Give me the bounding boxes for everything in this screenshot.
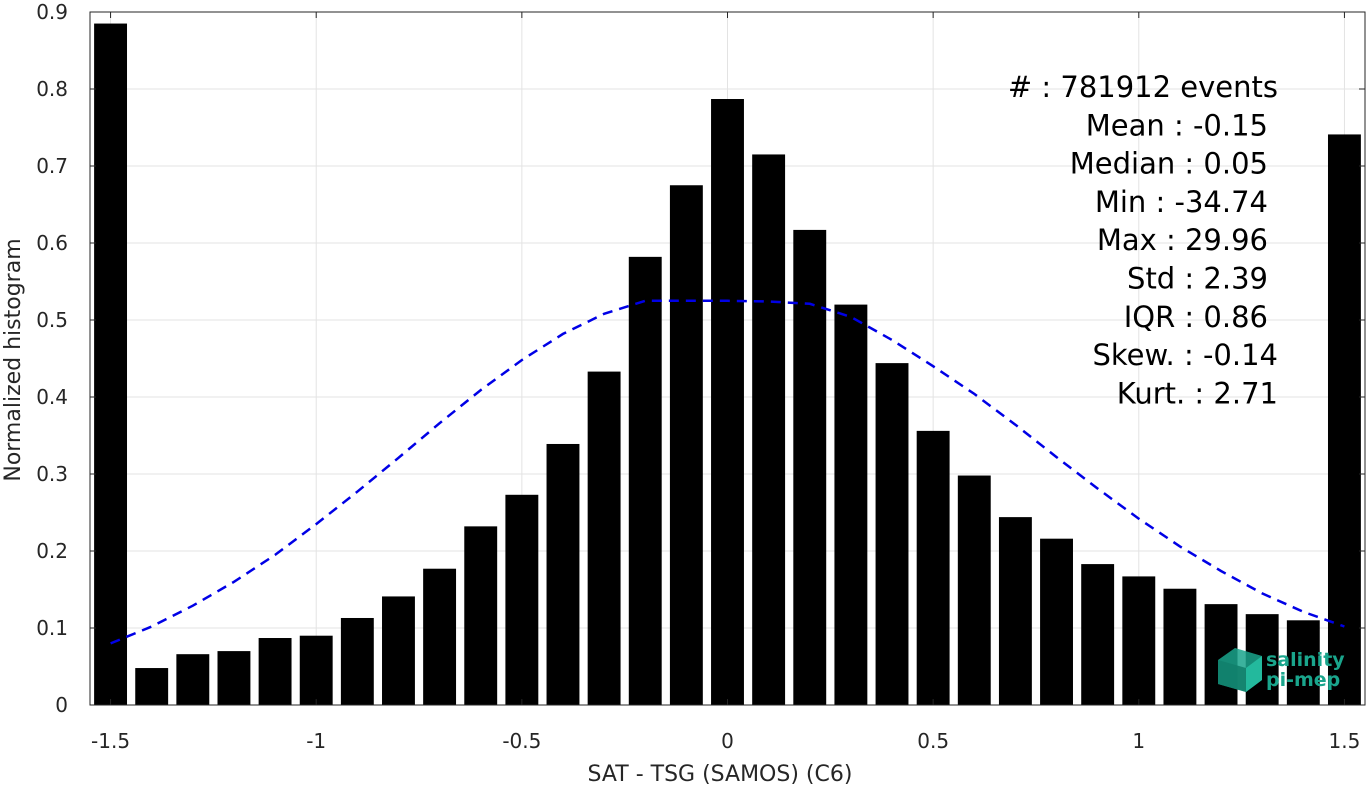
y-tick-label: 0.9 [36, 0, 68, 24]
stat-line: Min : -34.74 [1095, 185, 1268, 219]
stat-line: # : 781912 events [1008, 70, 1278, 104]
logo-line-2: pi-mep [1266, 669, 1340, 691]
histogram-bar [382, 596, 415, 705]
histogram-bar [1163, 588, 1197, 705]
histogram-bar [299, 635, 333, 705]
logo-cube-icon [1218, 648, 1262, 692]
stat-line: Mean : -0.15 [1086, 108, 1268, 142]
histogram-bar [464, 526, 498, 705]
stats-box: # : 781912 events Mean : -0.15 Median : 0.… [1008, 70, 1278, 410]
x-tick-label: 0 [721, 729, 734, 753]
x-axis-label: SAT - TSG (SAMOS) (C6) [588, 762, 853, 785]
histogram-bar [1327, 134, 1361, 705]
y-tick-label: 0.2 [36, 539, 68, 563]
x-tick-label: 0.5 [917, 729, 949, 753]
histogram-bars [94, 23, 1361, 706]
histogram-bar [1286, 620, 1320, 705]
y-tick-label: 0.7 [36, 154, 68, 178]
histogram-bar [916, 430, 950, 705]
normal-fit-curve [110, 299, 1345, 645]
x-tick-label: -1 [306, 729, 326, 753]
y-tick-label: 0.1 [36, 616, 68, 640]
histogram-bar [834, 304, 868, 705]
histogram-bar [1081, 564, 1115, 705]
histogram-bar [546, 443, 580, 705]
logo-line-1: salinity [1266, 649, 1345, 671]
histogram-bar [217, 651, 251, 705]
histogram-bar [94, 23, 128, 706]
y-tick-label: 0.4 [36, 385, 68, 409]
histogram-bar [793, 229, 827, 705]
stat-line: IQR : 0.86 [1124, 300, 1268, 334]
stat-line: Median : 0.05 [1070, 147, 1268, 181]
histogram-bar [1040, 538, 1073, 705]
histogram-bar [587, 371, 621, 705]
x-tick-label: -1.5 [91, 729, 130, 753]
y-tick-label: 0.3 [36, 462, 68, 486]
histogram-bar [752, 154, 786, 705]
histogram-bar [957, 475, 991, 705]
stat-line: Skew. : -0.14 [1092, 338, 1278, 372]
histogram-bar [505, 494, 539, 705]
stat-line: Std : 2.39 [1127, 262, 1268, 296]
histogram-bar [711, 99, 744, 705]
salinity-pimep-logo: salinity pi-mep [1218, 648, 1345, 692]
stat-line: Kurt. : 2.71 [1117, 376, 1278, 410]
histogram-bar [176, 654, 210, 705]
histogram-bar [258, 638, 292, 705]
histogram-bar [669, 185, 703, 705]
x-tick-label: -0.5 [502, 729, 541, 753]
y-tick-label: 0.5 [36, 308, 68, 332]
y-tick-label: 0.8 [36, 77, 68, 101]
histogram-bar [135, 668, 169, 705]
y-axis-ticks: 0 0.1 0.2 0.3 0.4 0.5 0.6 0.7 0.8 0.9 [36, 0, 1365, 717]
y-axis-label: Normalized histogram [1, 238, 26, 481]
histogram-bar [875, 363, 909, 705]
stat-line: Max : 29.96 [1097, 223, 1268, 257]
x-tick-label: 1 [1132, 729, 1145, 753]
histogram-bar [1122, 576, 1156, 705]
histogram-bar [998, 517, 1032, 705]
x-tick-label: 1.5 [1329, 729, 1361, 753]
y-tick-label: 0.6 [36, 231, 68, 255]
x-axis-ticks: -1.5 -1 -0.5 0 0.5 1 1.5 [91, 12, 1360, 753]
histogram-bar [423, 568, 457, 705]
y-tick-label: 0 [55, 693, 68, 717]
histogram-bar [340, 617, 374, 705]
histogram-bar [628, 256, 662, 705]
